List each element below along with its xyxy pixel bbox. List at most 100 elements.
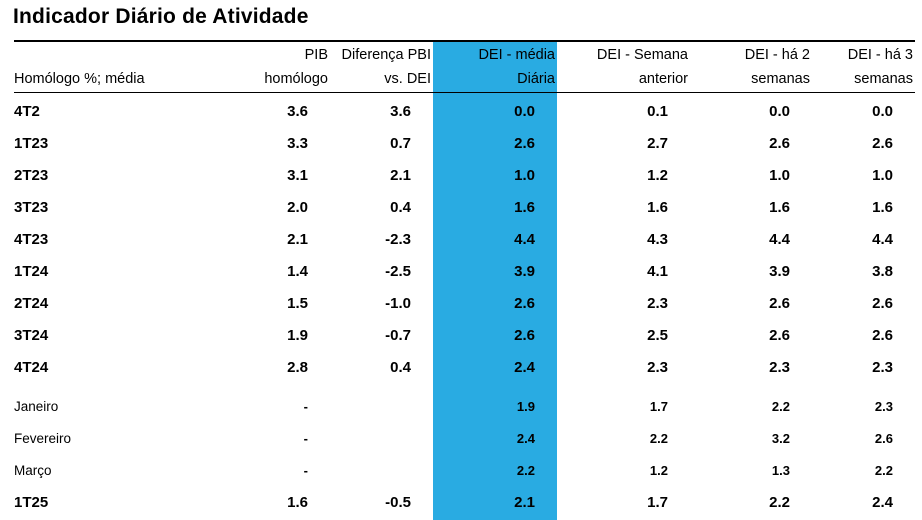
column-header-line2: anterior [638, 71, 688, 87]
value-cell: 0.0 [433, 93, 557, 125]
value-cell: 3.6 [390, 103, 411, 120]
value-cell: 2.1 [287, 231, 308, 248]
value-cell: 2.5 [647, 327, 668, 344]
table-row: Fevereiro - 2.4 2.2 3.2 2.6 [14, 420, 915, 452]
column-header-4: DEI - Semana anterior [557, 42, 690, 92]
row-label: 1T25 [14, 494, 49, 511]
value-cell: -0.7 [385, 327, 411, 344]
value-cell: 2.0 [287, 199, 308, 216]
table-row: 4T24 2.8 0.4 2.4 2.3 2.3 2.3 [14, 349, 915, 381]
column-header-5: DEI - há 2 semanas [690, 42, 812, 92]
value-cell: 3.8 [872, 263, 893, 280]
value-cell: 1.6 [872, 199, 893, 216]
value-cell: 1.0 [872, 167, 893, 184]
table-row: 2T24 1.5 -1.0 2.6 2.3 2.6 2.6 [14, 285, 915, 317]
table-row: Março - 2.2 1.2 1.3 2.2 [14, 452, 915, 484]
column-header-2: Diferença PBI vs. DEI [330, 42, 433, 92]
value-cell: 4.4 [872, 231, 893, 248]
table-row: 2T23 3.1 2.1 1.0 1.2 1.0 1.0 [14, 157, 915, 189]
value-cell: 2.1 [433, 484, 557, 516]
value-cell: 4.3 [647, 231, 668, 248]
value-cell: - [303, 399, 308, 414]
column-header-6: DEI - há 3 semanas [812, 42, 915, 92]
value-cell: 2.2 [771, 399, 790, 414]
row-label: 1T23 [14, 135, 49, 152]
row-label: Março [14, 463, 52, 478]
value-cell: -1.0 [385, 295, 411, 312]
row-label: 4T23 [14, 231, 49, 248]
value-cell: 2.3 [872, 359, 893, 376]
value-cell: 1.7 [649, 399, 668, 414]
column-header-line2: homólogo [264, 71, 328, 87]
value-cell [330, 516, 433, 520]
row-label: 2T23 [14, 167, 49, 184]
column-header-line1: DEI - há 3 [847, 47, 913, 63]
value-cell: 3.6 [287, 103, 308, 120]
value-cell: 2.6 [872, 327, 893, 344]
table-row: 1T23 3.3 0.7 2.6 2.7 2.6 2.6 [14, 125, 915, 157]
value-cell: 1.6 [433, 189, 557, 221]
value-cell [330, 420, 433, 452]
column-header-line2: semanas [854, 71, 913, 87]
value-cell: 0.0 [872, 103, 893, 120]
value-cell: 3.3 [287, 135, 308, 152]
value-cell: 2.6 [769, 295, 790, 312]
value-cell: 2.3 [647, 359, 668, 376]
value-cell: 2.6 [874, 431, 893, 446]
value-cell: 2.6 [872, 135, 893, 152]
row-label: Abril [14, 516, 230, 520]
value-cell: - [303, 463, 308, 478]
value-cell: 2.2 [874, 463, 893, 478]
value-cell: 4.4 [769, 231, 790, 248]
page-title: Indicador Diário de Atividade [13, 5, 309, 28]
value-cell: - [230, 516, 330, 520]
row-label: 3T23 [14, 199, 49, 216]
value-cell: 2.6 [872, 295, 893, 312]
value-cell: 1.9 [433, 381, 557, 420]
row-label: 3T24 [14, 327, 49, 344]
value-cell: 1.7 [647, 494, 668, 511]
table-row: 3T23 2.0 0.4 1.6 1.6 1.6 1.6 [14, 189, 915, 221]
value-cell: 1.6 [287, 494, 308, 511]
column-header-line2: vs. DEI [384, 71, 431, 87]
value-cell: 2.3 [647, 295, 668, 312]
row-label: Fevereiro [14, 431, 72, 446]
table-row: Janeiro - 1.9 1.7 2.2 2.3 [14, 381, 915, 420]
column-header-line1 [14, 43, 230, 67]
table-row: Abril- -0.20.50.60.3 [14, 516, 915, 520]
row-label: 4T24 [14, 359, 49, 376]
column-header-line1: DEI - média [478, 47, 555, 63]
value-cell: 2.1 [390, 167, 411, 184]
column-header-line2: Homólogo %; média [14, 71, 145, 87]
value-cell: 0.1 [647, 103, 668, 120]
value-cell: 2.2 [433, 452, 557, 484]
column-header-line2: Diária [517, 71, 555, 87]
value-cell: -2.3 [385, 231, 411, 248]
value-cell: 2.6 [769, 135, 790, 152]
column-header-line2: semanas [751, 71, 810, 87]
value-cell: -0.5 [385, 494, 411, 511]
value-cell: 2.4 [433, 349, 557, 381]
value-cell: 1.0 [433, 157, 557, 189]
column-header-line1: DEI - há 2 [744, 47, 810, 63]
value-cell: 1.2 [649, 463, 668, 478]
value-cell: - [303, 431, 308, 446]
column-header-1: PIB homólogo [230, 42, 330, 92]
value-cell: 1.4 [287, 263, 308, 280]
value-cell: 2.7 [647, 135, 668, 152]
value-cell: 1.0 [769, 167, 790, 184]
value-cell: 1.2 [647, 167, 668, 184]
value-cell: 1.6 [647, 199, 668, 216]
value-cell: 2.6 [769, 327, 790, 344]
value-cell: 3.1 [287, 167, 308, 184]
value-cell: 2.2 [649, 431, 668, 446]
row-label: 2T24 [14, 295, 49, 312]
value-cell: 0.5 [557, 516, 690, 520]
column-header-3: DEI - média Diária [433, 42, 557, 92]
value-cell: 2.2 [769, 494, 790, 511]
value-cell: 2.6 [433, 317, 557, 349]
value-cell: 2.8 [287, 359, 308, 376]
value-cell: 1.9 [287, 327, 308, 344]
table-row: 4T23 2.1 -2.3 4.4 4.3 4.4 4.4 [14, 221, 915, 253]
